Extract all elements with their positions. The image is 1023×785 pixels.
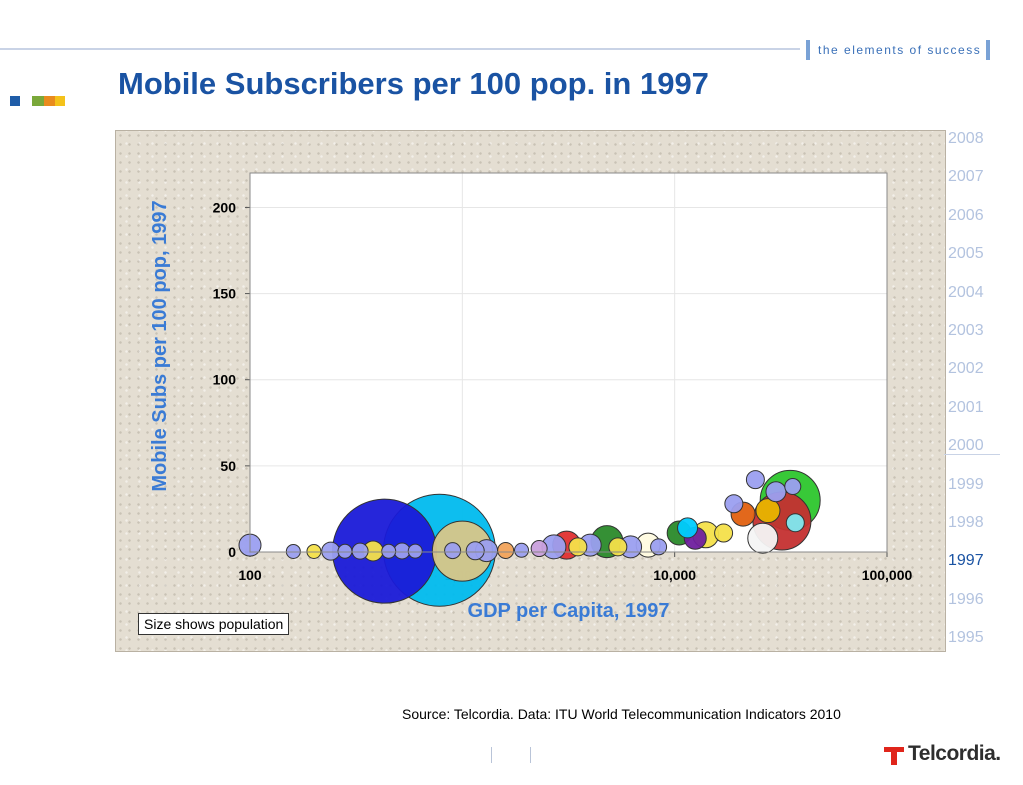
data-bubble: [608, 537, 628, 557]
tagline-bar-right: [986, 40, 990, 60]
x-tick-label: 100,000: [862, 567, 913, 583]
tagline-bar-left: [806, 40, 810, 60]
logo-text: Telcordia.: [908, 742, 1001, 765]
telcordia-logo-icon: [884, 747, 904, 765]
bullet-orange: [44, 96, 55, 106]
data-bubble: [755, 498, 781, 524]
data-bubble: [465, 541, 485, 561]
data-bubble: [650, 538, 668, 556]
data-bubble: [393, 542, 411, 560]
footer-divider: [491, 747, 492, 763]
y-axis-title: Mobile Subs per 100 pop, 1997: [149, 200, 171, 491]
header-rule: [0, 48, 800, 50]
tagline: the elements of success: [818, 43, 982, 57]
data-bubble: [530, 540, 548, 558]
year-1998[interactable]: 1998: [948, 514, 984, 531]
plot-frame: [249, 172, 888, 553]
page-title: Mobile Subscribers per 100 pop. in 1997: [118, 66, 709, 101]
data-bubble: [321, 541, 341, 561]
x-tick-label: 10,000: [653, 567, 696, 583]
year-2002[interactable]: 2002: [948, 360, 984, 378]
data-bubble: [306, 543, 322, 559]
year-1995[interactable]: 1995: [948, 629, 984, 647]
year-2005[interactable]: 2005: [948, 245, 984, 263]
year-1997[interactable]: 1997: [948, 552, 984, 570]
data-bubble: [337, 543, 353, 559]
y-tick-label: 200: [213, 199, 237, 215]
data-bubble: [714, 523, 734, 543]
data-bubble: [497, 541, 515, 559]
data-bubble: [724, 494, 744, 514]
year-2007[interactable]: 2007: [948, 168, 984, 186]
data-bubble: [784, 478, 802, 496]
data-bubble: [785, 513, 805, 533]
x-axis-title: GDP per Capita, 1997: [468, 600, 670, 622]
data-bubble: [765, 481, 787, 503]
data-bubble: [407, 543, 423, 559]
y-tick-label: 50: [220, 458, 236, 474]
data-bubble: [514, 542, 530, 558]
data-bubble: [747, 522, 779, 554]
data-bubble: [444, 542, 462, 560]
year-2003[interactable]: 2003: [948, 322, 984, 339]
data-bubble: [677, 517, 699, 539]
year-2008[interactable]: 2008: [948, 130, 984, 147]
data-bubble: [285, 543, 301, 559]
size-legend-note: Size shows population: [138, 613, 290, 635]
y-tick-label: 150: [213, 286, 237, 302]
data-bubble: [568, 537, 588, 557]
x-tick-label: 100: [238, 567, 262, 583]
footer-divider: [530, 747, 531, 763]
data-bubble: [381, 543, 397, 559]
year-2000[interactable]: 2000: [948, 437, 984, 455]
data-bubble: [351, 542, 369, 560]
bullet-green: [32, 96, 44, 106]
bullet-yellow: [55, 96, 65, 106]
y-tick-label: 0: [228, 544, 236, 560]
source-note: Source: Telcordia. Data: ITU World Telec…: [402, 706, 841, 722]
data-bubble: [745, 470, 765, 490]
year-divider: [944, 454, 1000, 455]
year-1999[interactable]: 1999: [948, 475, 984, 493]
year-2006[interactable]: 2006: [948, 206, 984, 224]
year-2001[interactable]: 2001: [948, 398, 984, 416]
bullet-blue: [10, 96, 20, 106]
y-tick-label: 100: [213, 372, 237, 388]
year-1996[interactable]: 1996: [948, 590, 984, 608]
year-2004[interactable]: 2004: [948, 283, 984, 301]
